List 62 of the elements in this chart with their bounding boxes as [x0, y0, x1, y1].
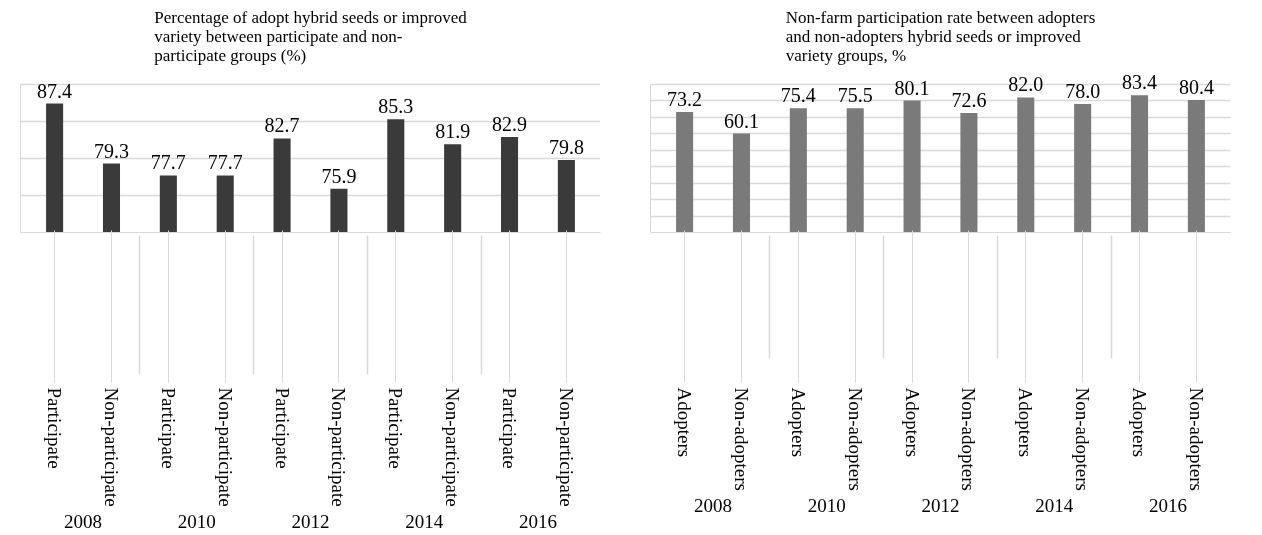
- data-label: 81.9: [435, 120, 471, 143]
- bar: [676, 111, 694, 233]
- data-label: 75.5: [837, 84, 873, 107]
- data-label: 77.7: [207, 151, 243, 174]
- x-tick-label: Adopters: [901, 387, 923, 458]
- text: 2010: [807, 494, 846, 516]
- bar: [903, 100, 921, 233]
- x-tick-label: Non-adopters: [958, 387, 980, 491]
- text: 2014: [1035, 494, 1074, 516]
- data-label: 72.6: [951, 88, 987, 111]
- data-label: 82.9: [492, 112, 528, 135]
- data-label: 85.3: [378, 95, 414, 118]
- x-tick-label: Adopters: [787, 387, 809, 458]
- x-tick-label: Adopters: [674, 387, 696, 458]
- x-tick-label: Participate: [44, 387, 66, 469]
- data-label: 60.1: [723, 109, 759, 132]
- x-tick-label: Participate: [499, 387, 521, 469]
- data-label: 79.8: [548, 135, 584, 158]
- x-tick-label: Participate: [271, 387, 293, 469]
- bar: [789, 108, 807, 233]
- x-tick-label: Non-adopters: [1185, 387, 1207, 491]
- bar: [846, 108, 864, 233]
- data-label: 80.4: [1178, 76, 1214, 99]
- bar: [960, 112, 978, 233]
- text: 2016: [1148, 494, 1187, 516]
- data-label: 73.2: [667, 87, 703, 110]
- bar: [1187, 100, 1205, 233]
- x-tick-label: Non-adopters: [1072, 387, 1094, 491]
- text: 2012: [921, 494, 960, 516]
- bar: [1017, 97, 1035, 233]
- data-label: 82.7: [264, 114, 300, 137]
- x-tick-label: Adopters: [1015, 387, 1037, 458]
- x-tick-label: Non-participate: [328, 387, 350, 507]
- text: 2016: [518, 510, 557, 532]
- bar: [1130, 95, 1149, 233]
- data-label: 83.4: [1122, 71, 1158, 94]
- chart-title: Percentage of adopt hybrid seeds or improved variety between participate and non-participate groups (%): [154, 7, 468, 65]
- bar: [732, 133, 751, 233]
- text: 2008: [64, 510, 103, 532]
- data-label: 79.3: [93, 139, 129, 162]
- text: 2008: [694, 494, 733, 516]
- data-label: 87.4: [37, 79, 73, 102]
- bar: [1074, 104, 1092, 233]
- text: 2012: [291, 510, 330, 532]
- text: 2010: [177, 510, 216, 532]
- data-label: 78.0: [1065, 80, 1101, 103]
- chart-title: Non-farm participation rate between adopters and non-adopters hybrid seeds or improved variety groups, %: [785, 7, 1096, 65]
- x-tick-label: Non-participate: [214, 387, 236, 507]
- x-tick-label: Non-adopters: [844, 387, 866, 491]
- text: 2014: [405, 510, 444, 532]
- x-tick-label: Non-participate: [100, 387, 122, 507]
- x-tick-label: Non-participate: [442, 387, 464, 507]
- data-label: 75.9: [321, 164, 357, 187]
- x-tick-label: Non-participate: [555, 387, 577, 507]
- x-tick-label: Non-adopters: [730, 387, 752, 491]
- data-label: 75.4: [780, 84, 816, 107]
- x-tick-label: Participate: [385, 387, 407, 469]
- x-tick-label: Participate: [157, 387, 179, 469]
- data-label: 80.1: [894, 76, 930, 99]
- x-tick-label: Adopters: [1129, 387, 1151, 458]
- data-label: 77.7: [150, 151, 186, 174]
- data-label: 82.0: [1008, 73, 1044, 96]
